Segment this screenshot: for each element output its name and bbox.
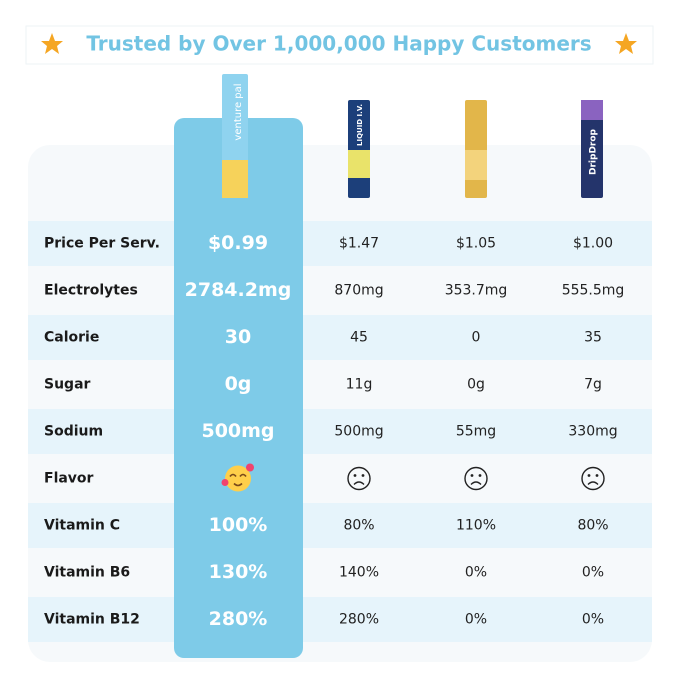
star — [615, 33, 637, 54]
row-label: Electrolytes — [44, 283, 138, 299]
product-name: LIQUID I.V. — [356, 104, 364, 146]
sad-eye — [361, 474, 365, 477]
row-label: Sugar — [44, 377, 91, 393]
cell-value: 0% — [582, 565, 604, 581]
cell-value: 0% — [582, 612, 604, 628]
product-name: DripDrop — [589, 128, 599, 175]
highlight-value: 0g — [225, 373, 252, 395]
row-label: Sodium — [44, 424, 103, 440]
cell-value: 80% — [577, 518, 608, 534]
cell-value: 555.5mg — [562, 283, 625, 299]
highlight-value: $0.99 — [208, 232, 268, 254]
emoji-heart — [246, 463, 254, 472]
sad-mouth — [587, 481, 599, 486]
sad-eye — [595, 474, 599, 477]
cell-value: 870mg — [334, 283, 383, 299]
highlight-value: 280% — [209, 608, 268, 630]
cell-value: 0 — [472, 330, 481, 346]
title: Trusted by Over 1,000,000 Happy Customer… — [86, 32, 591, 56]
highlight-values: $0.99 2784.2mg 30 0g 500mg 100% 130% 280% — [185, 232, 292, 630]
cell-value: 35 — [584, 330, 602, 346]
sad-eye — [353, 474, 357, 477]
highlight-value: 130% — [209, 561, 268, 583]
product-packet — [465, 100, 487, 198]
emoji-face — [225, 465, 251, 492]
highlight-column — [174, 118, 303, 658]
emoji-mouth — [233, 482, 243, 487]
cell-value: $1.00 — [573, 236, 613, 252]
product-packet: venture pal — [222, 74, 248, 198]
sad-eye — [470, 474, 474, 477]
packet — [465, 100, 487, 198]
cell-value: 0% — [465, 565, 487, 581]
packet-label — [222, 160, 248, 198]
product-name: venture pal — [233, 83, 244, 140]
row-label: Vitamin B6 — [44, 565, 130, 581]
cell-value: 140% — [339, 565, 379, 581]
cell-value: $1.05 — [456, 236, 496, 252]
cell-value: 45 — [350, 330, 368, 346]
emoji-heart — [221, 479, 229, 486]
cell-value: 0% — [465, 612, 487, 628]
sad-mouth — [353, 481, 365, 486]
row-label: Calorie — [44, 330, 99, 346]
cell-value: 353.7mg — [445, 283, 508, 299]
cell-value: 280% — [339, 612, 379, 628]
cell-value: 330mg — [568, 424, 617, 440]
cell-value: 55mg — [456, 424, 496, 440]
sad-face — [464, 466, 488, 491]
product-packet: LIQUID I.V. — [348, 100, 370, 198]
cell-value: 500mg — [334, 424, 383, 440]
packet-label — [465, 150, 487, 180]
row-label: Flavor — [44, 471, 94, 487]
emoji-eye — [229, 473, 247, 478]
cell-value: 80% — [343, 518, 374, 534]
sad-eye — [478, 474, 482, 477]
packet-label — [348, 150, 370, 178]
sad-face — [347, 466, 371, 491]
packet-top — [581, 100, 603, 120]
cell-value: 110% — [456, 518, 496, 534]
cell-value: $1.47 — [339, 236, 379, 252]
sad-eye — [587, 474, 591, 477]
star — [41, 33, 63, 54]
packet — [581, 100, 603, 198]
table-rows: Price Per Serv. $1.47 $1.05 $1.00 Electrolyt… — [28, 221, 652, 642]
highlight-value: 500mg — [201, 420, 274, 442]
cell-value: 11g — [346, 377, 373, 393]
row-label: Vitamin B12 — [44, 612, 140, 628]
highlight-value: 100% — [209, 514, 268, 536]
row-label: Vitamin C — [44, 518, 120, 534]
row-band — [28, 221, 652, 266]
highlight-value: 30 — [225, 326, 251, 348]
sad-face — [581, 466, 605, 491]
product-packet: DripDrop — [581, 100, 603, 198]
row-label: Price Per Serv. — [44, 236, 160, 252]
row-band — [28, 503, 652, 548]
highlight-value: 2784.2mg — [185, 279, 292, 301]
cell-value: 0g — [467, 377, 485, 393]
cell-value: 7g — [584, 377, 602, 393]
row-band — [28, 315, 652, 360]
row-band — [28, 597, 652, 642]
row-band — [28, 409, 652, 454]
title-banner — [25, 25, 654, 65]
sad-mouth — [470, 481, 482, 486]
